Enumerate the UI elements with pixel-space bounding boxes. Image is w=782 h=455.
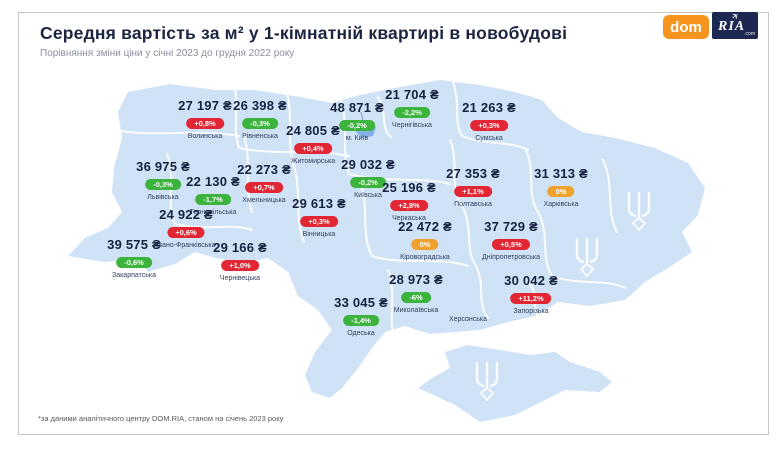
- ria-logo-text: RIA: [718, 19, 746, 34]
- ukraine-map: [68, 80, 705, 422]
- page-subtitle: Порівняння зміни ціни у січні 2023 до гр…: [40, 48, 295, 59]
- oblast-borders: [113, 81, 627, 343]
- footnote: *за даними аналітичного центру DOM.RIA, …: [38, 414, 284, 423]
- crimea-outline: [418, 345, 612, 422]
- dom-ria-logo: dom ✈ RIA .com: [663, 10, 758, 39]
- ria-logo-box: ✈ RIA .com: [712, 10, 758, 39]
- dom-logo-box: dom: [663, 15, 709, 39]
- country-outline: [68, 80, 705, 398]
- page-title: Середня вартість за м² у 1-кімнатній ква…: [40, 23, 568, 43]
- ria-logo-tld: .com: [744, 31, 755, 37]
